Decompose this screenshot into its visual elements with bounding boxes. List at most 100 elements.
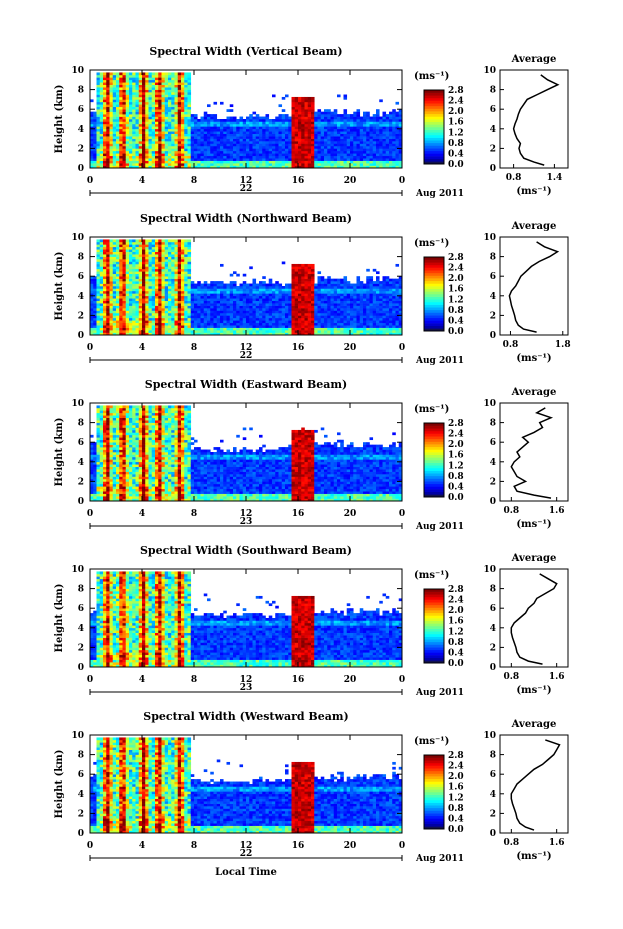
heatmap-cell bbox=[171, 99, 175, 103]
y-tick-label: 8 bbox=[78, 86, 84, 96]
heatmap-cell bbox=[317, 121, 322, 125]
heatmap-cell bbox=[174, 158, 179, 161]
heatmap-cell bbox=[255, 322, 260, 326]
colorbar-segment bbox=[424, 134, 444, 138]
heatmap-cell bbox=[376, 143, 380, 147]
heatmap-cell bbox=[203, 281, 208, 284]
heatmap-cell bbox=[103, 256, 107, 260]
heatmap-cell bbox=[272, 293, 276, 297]
heatmap-cell bbox=[122, 77, 127, 81]
heatmap-cell bbox=[366, 143, 370, 147]
heatmap-cell bbox=[190, 308, 195, 311]
heatmap-cell bbox=[112, 94, 117, 98]
heatmap-cell bbox=[119, 332, 123, 336]
colorbar-segment bbox=[424, 137, 444, 141]
heatmap-cell bbox=[138, 332, 143, 336]
heatmap-cell bbox=[181, 92, 185, 95]
heatmap-cell bbox=[90, 141, 94, 144]
heatmap-cell bbox=[161, 148, 166, 152]
heatmap-cell bbox=[285, 121, 289, 125]
heatmap-cell bbox=[145, 109, 149, 112]
heatmap-cell bbox=[359, 128, 364, 132]
heatmap-cell bbox=[314, 293, 318, 297]
heatmap-cell bbox=[148, 145, 153, 149]
heatmap-cell bbox=[239, 160, 244, 164]
heatmap-cell bbox=[200, 153, 205, 157]
heatmap-cell bbox=[135, 332, 140, 336]
heatmap-cell bbox=[304, 155, 309, 159]
heatmap-cell bbox=[369, 165, 374, 169]
heatmap-cell bbox=[96, 123, 101, 127]
heatmap-cell bbox=[252, 300, 257, 304]
heatmap-cell bbox=[311, 99, 315, 103]
heatmap-cell bbox=[138, 138, 143, 142]
heatmap-cell bbox=[278, 163, 283, 166]
heatmap-cell bbox=[187, 261, 192, 265]
heatmap-cell bbox=[106, 241, 110, 245]
heatmap-cell bbox=[210, 303, 214, 306]
heatmap-cell bbox=[220, 290, 224, 294]
heatmap-cell bbox=[236, 290, 240, 294]
heatmap-cell bbox=[252, 126, 257, 130]
heatmap-cell bbox=[353, 131, 357, 134]
heatmap-cell bbox=[272, 295, 276, 299]
heatmap-cell bbox=[249, 298, 253, 301]
heatmap-cell bbox=[291, 266, 296, 270]
heatmap-cell bbox=[314, 315, 318, 319]
heatmap-cell bbox=[96, 310, 101, 314]
heatmap-cell bbox=[239, 138, 244, 142]
heatmap-cell bbox=[330, 325, 335, 328]
heatmap-cell bbox=[340, 123, 344, 127]
heatmap-cell bbox=[246, 155, 250, 159]
heatmap-cell bbox=[132, 114, 136, 117]
heatmap-cell bbox=[161, 288, 166, 292]
heatmap-cell bbox=[103, 116, 107, 120]
heatmap-cell bbox=[106, 317, 110, 321]
heatmap-cell bbox=[242, 160, 247, 164]
heatmap-cell bbox=[314, 325, 318, 328]
heatmap-cell bbox=[116, 251, 120, 255]
heatmap-cell bbox=[103, 310, 107, 314]
heatmap-cell bbox=[272, 121, 276, 125]
heatmap-cell bbox=[135, 315, 140, 319]
heatmap-cell bbox=[320, 320, 325, 324]
heatmap-cell bbox=[119, 310, 123, 314]
heatmap-cell bbox=[327, 303, 331, 306]
heatmap-cell bbox=[369, 141, 374, 144]
heatmap-cell bbox=[236, 312, 240, 316]
heatmap-cell bbox=[93, 300, 97, 304]
heatmap-cell bbox=[285, 114, 289, 117]
heatmap-cell bbox=[275, 119, 279, 122]
heatmap-cell bbox=[109, 317, 114, 321]
heatmap-cell bbox=[200, 155, 205, 159]
heatmap-cell bbox=[103, 283, 107, 287]
heatmap-cell bbox=[168, 160, 172, 164]
heatmap-cell bbox=[239, 165, 244, 169]
heatmap-cell bbox=[138, 128, 143, 132]
heatmap-cell bbox=[174, 121, 179, 125]
heatmap-cell bbox=[311, 278, 315, 282]
heatmap-cell bbox=[294, 300, 299, 304]
heatmap-cell bbox=[246, 121, 250, 125]
heatmap-cell bbox=[395, 126, 400, 130]
heatmap-cell bbox=[246, 141, 250, 144]
heatmap-cell bbox=[103, 271, 107, 275]
heatmap-cell bbox=[155, 96, 159, 100]
heatmap-cell bbox=[392, 126, 396, 130]
heatmap-cell bbox=[249, 131, 253, 134]
heatmap-cell bbox=[125, 99, 130, 103]
heatmap-cell bbox=[116, 153, 120, 157]
heatmap-cell bbox=[99, 246, 104, 250]
heatmap-cell bbox=[129, 163, 133, 166]
heatmap-cell bbox=[272, 325, 276, 328]
heatmap-cell bbox=[197, 290, 201, 294]
heatmap-cell bbox=[184, 128, 188, 132]
heatmap-cell bbox=[129, 77, 133, 81]
heatmap-cell bbox=[317, 271, 322, 275]
heatmap-cell bbox=[268, 283, 273, 287]
heatmap-cell bbox=[132, 283, 136, 287]
heatmap-cell bbox=[135, 327, 140, 331]
heatmap-cell bbox=[294, 150, 299, 154]
heatmap-cell bbox=[324, 141, 328, 144]
x-tick-label: 20 bbox=[344, 176, 357, 186]
